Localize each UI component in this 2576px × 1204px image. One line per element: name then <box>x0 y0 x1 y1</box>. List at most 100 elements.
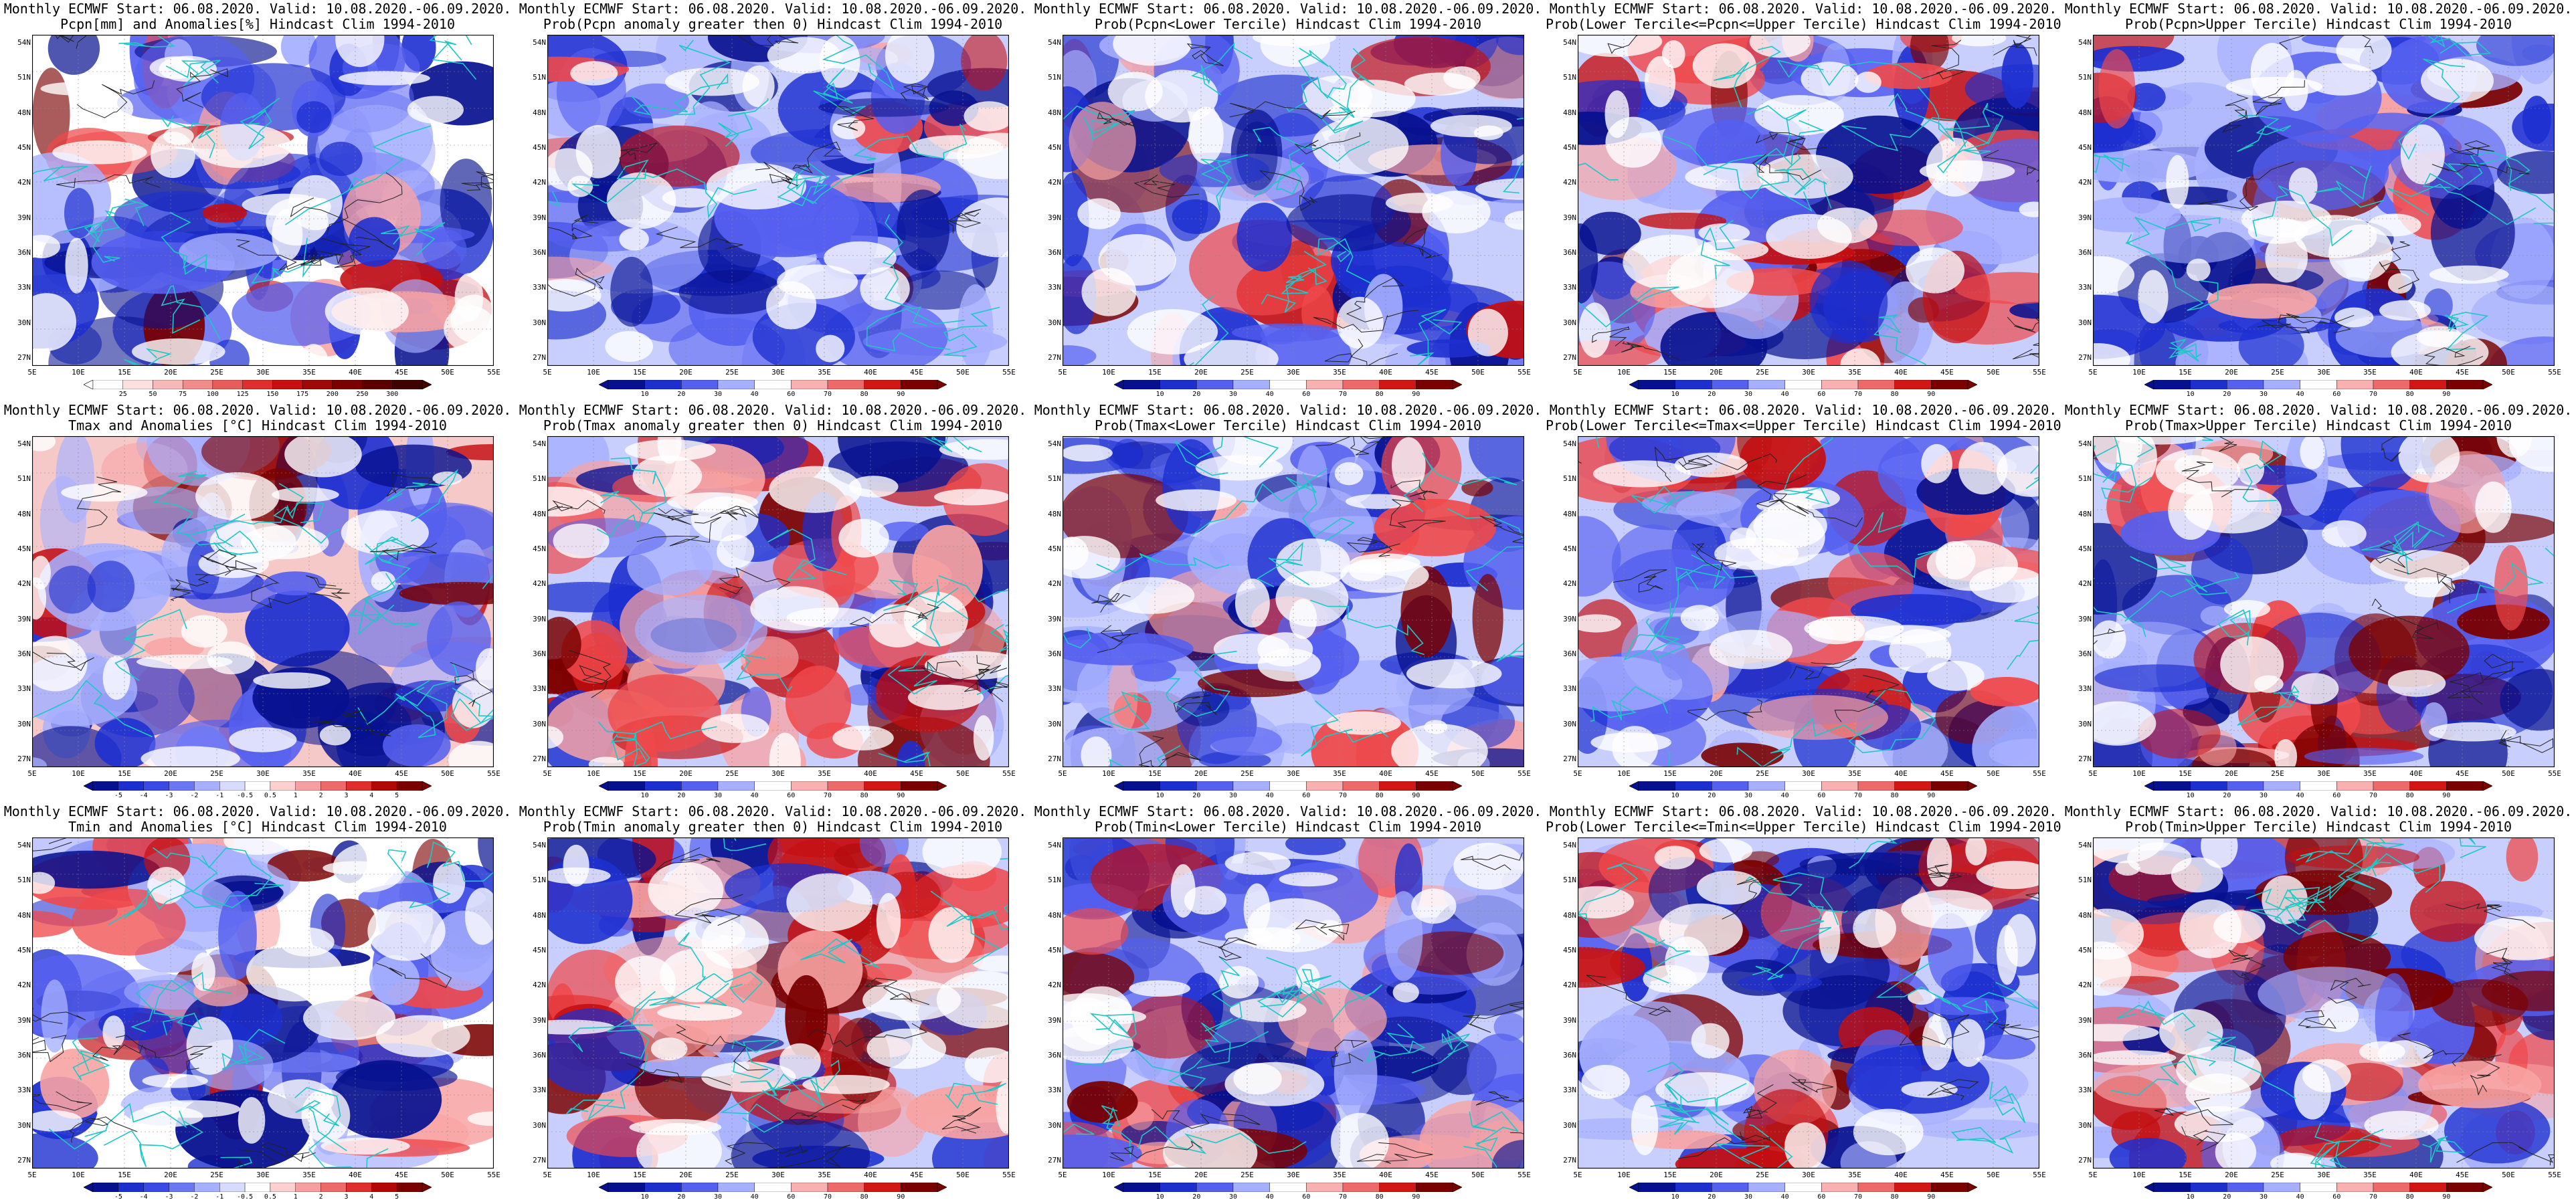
colorbar-tick-label: 80 <box>860 391 868 398</box>
lat-tick-label: 33N <box>1048 283 1061 292</box>
lon-tick-label: 30E <box>771 1171 785 1179</box>
colorbar-tick-label: 1 <box>293 792 298 799</box>
map-area <box>2093 35 2555 366</box>
lon-tick-label: 10E <box>1617 769 1631 778</box>
lat-tick-label: 42N <box>533 579 546 589</box>
lon-tick-label: 30E <box>1287 368 1300 377</box>
lat-tick-label: 54N <box>2078 38 2092 47</box>
colorbar-tick-label: 40 <box>1780 1193 1789 1201</box>
lon-tick-label: 25E <box>725 368 739 377</box>
lon-tick-label: 10E <box>2132 368 2146 377</box>
lat-tick-label: 48N <box>1048 108 1061 117</box>
panel-title-header: Monthly ECMWF Start: 06.08.2020. Valid: … <box>2064 1 2573 17</box>
colorbar-tick-label: 30 <box>713 1193 723 1201</box>
lat-tick-label: 39N <box>2078 614 2092 623</box>
panel-title-variable: Prob(Tmax<Lower Tercile) Hindcast Clim 1… <box>1095 417 1481 433</box>
lat-tick-label: 36N <box>533 1051 546 1060</box>
lat-tick-label: 45N <box>1048 544 1061 553</box>
colorbar-tick-label: 70 <box>2369 1193 2378 1201</box>
map-area <box>32 35 494 366</box>
lon-tick-label: 5E <box>27 368 37 377</box>
colorbar-tick-label: 20 <box>1192 1193 1201 1201</box>
lat-tick-label: 48N <box>1048 910 1061 920</box>
lat-tick-label: 51N <box>533 876 546 885</box>
lat-tick-label: 54N <box>1048 841 1061 849</box>
lon-tick-label: 30E <box>1287 769 1300 778</box>
panel-title-header: Monthly ECMWF Start: 06.08.2020. Valid: … <box>519 803 1027 819</box>
colorbar-tick-label: 60 <box>1302 1193 1311 1201</box>
colorbar-tick-label: 80 <box>1375 792 1384 799</box>
colorbar-tick-label: 60 <box>2332 792 2341 799</box>
colorbar-tick-label: -5 <box>114 1193 122 1201</box>
lon-tick-label: 50E <box>956 1171 970 1179</box>
lat-tick-label: 42N <box>1048 579 1061 589</box>
colorbar-tick-label: 60 <box>787 391 796 398</box>
lon-tick-label: 25E <box>1756 1171 1769 1179</box>
lat-tick-label: 33N <box>1048 1086 1061 1095</box>
colorbar-tick-label: 70 <box>2369 792 2378 799</box>
colorbar-tick-label: 90 <box>2442 391 2451 398</box>
panel-title-header: Monthly ECMWF Start: 06.08.2020. Valid: … <box>1034 402 1542 418</box>
map-panel: Monthly ECMWF Start: 06.08.2020. Valid: … <box>2061 803 2576 1204</box>
panel-title-variable: Prob(Lower Tercile<=Tmax<=Upper Tercile)… <box>1546 417 2061 433</box>
lon-tick-label: 35E <box>1848 368 1861 377</box>
lat-tick-label: 30N <box>2078 318 2092 327</box>
lon-tick-label: 5E <box>2088 368 2098 377</box>
map-panel: Monthly ECMWF Start: 06.08.2020. Valid: … <box>515 803 1030 1204</box>
lat-tick-label: 42N <box>533 981 546 990</box>
lon-tick-label: 50E <box>2502 769 2515 778</box>
colorbar-tick-label: 10 <box>1156 792 1164 799</box>
lon-tick-label: 25E <box>725 1171 739 1179</box>
lon-tick-label: 10E <box>72 1171 85 1179</box>
lon-tick-label: 35E <box>1333 769 1346 778</box>
lon-tick-label: 50E <box>956 769 970 778</box>
lat-tick-label: 54N <box>2078 439 2092 448</box>
colorbar-tick-label: 40 <box>2296 792 2304 799</box>
colorbar-tick-label: 20 <box>677 1193 686 1201</box>
colorbar-tick-label: -1 <box>215 792 224 799</box>
lon-tick-label: 20E <box>1710 1171 1723 1179</box>
map-panel: Monthly ECMWF Start: 06.08.2020. Valid: … <box>1546 0 2061 401</box>
lon-tick-label: 20E <box>679 1171 693 1179</box>
map-field-svg <box>547 35 1009 366</box>
lat-tick-label: 45N <box>2078 544 2092 553</box>
lon-tick-label: 40E <box>2409 368 2423 377</box>
lon-tick-label: 40E <box>864 769 877 778</box>
colorbar-tick-label: 175 <box>296 391 309 398</box>
panel-title-variable: Tmin and Anomalies [°C] Hindcast Clim 19… <box>68 819 447 835</box>
map-field-svg <box>1578 837 2039 1169</box>
lat-tick-label: 33N <box>533 283 546 292</box>
lat-tick-label: 45N <box>1048 946 1061 955</box>
lat-tick-label: 39N <box>1563 614 1576 623</box>
lon-tick-label: 50E <box>1987 769 2000 778</box>
lon-tick-label: 15E <box>1148 1171 1162 1179</box>
lat-tick-label: 45N <box>1563 946 1576 955</box>
panel-title-variable: Prob(Pcpn>Upper Tercile) Hindcast Clim 1… <box>2125 16 2512 32</box>
colorbar-tick-label: 40 <box>1780 391 1789 398</box>
lat-tick-label: 27N <box>1048 755 1061 763</box>
colorbar-tick-label: 60 <box>1817 391 1826 398</box>
lon-tick-label: 25E <box>725 769 739 778</box>
lon-tick-label: 50E <box>1987 368 2000 377</box>
colorbar-tick-label: 80 <box>860 1193 868 1201</box>
panel-title-header: Monthly ECMWF Start: 06.08.2020. Valid: … <box>2064 803 2573 819</box>
panel-title-header: Monthly ECMWF Start: 06.08.2020. Valid: … <box>3 1 512 17</box>
colorbar-tick-label: 2 <box>318 1193 323 1201</box>
colorbar-tick-label: 90 <box>2442 792 2451 799</box>
lat-tick-label: 51N <box>533 474 546 484</box>
lon-tick-label: 10E <box>1102 769 1115 778</box>
lat-tick-label: 36N <box>1563 248 1576 257</box>
lon-tick-label: 50E <box>441 368 454 377</box>
lon-tick-label: 25E <box>1240 368 1254 377</box>
lat-tick-label: 30N <box>533 1120 546 1130</box>
colorbar-tick-label: 10 <box>640 1193 649 1201</box>
lon-tick-label: 30E <box>1802 769 1815 778</box>
colorbar-tick-label: 80 <box>2405 792 2414 799</box>
panel-title-header: Monthly ECMWF Start: 06.08.2020. Valid: … <box>1034 803 1542 819</box>
lon-tick-label: 25E <box>210 1171 223 1179</box>
panel-title-variable: Prob(Lower Tercile<=Pcpn<=Upper Tercile)… <box>1546 16 2061 32</box>
colorbar-tick-label: 5 <box>395 792 399 799</box>
lat-tick-label: 27N <box>1563 755 1576 763</box>
lat-tick-label: 48N <box>2078 509 2092 518</box>
lat-tick-label: 36N <box>1563 1051 1576 1060</box>
